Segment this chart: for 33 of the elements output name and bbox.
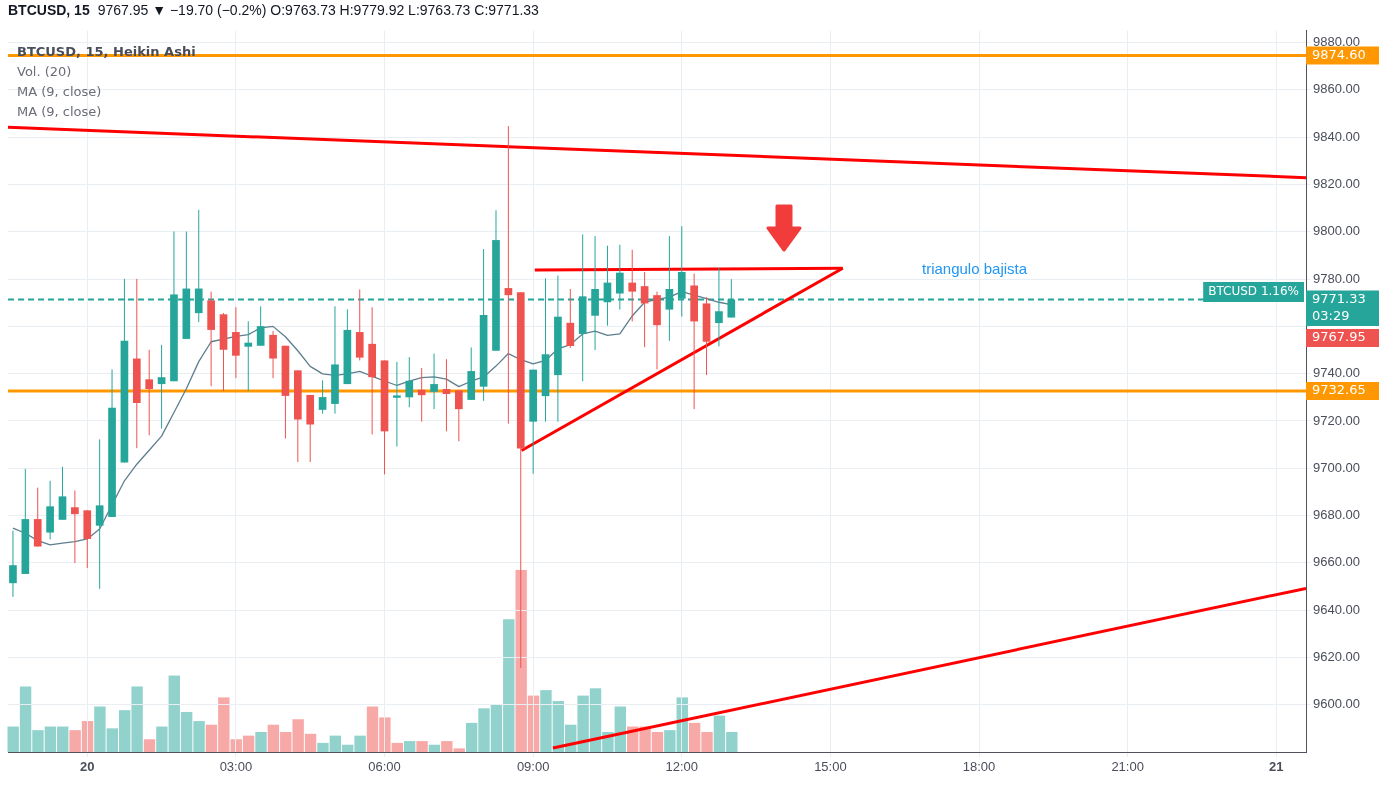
ref-line-label: 9732.65	[1312, 382, 1366, 398]
x-tick-label: 06:00	[368, 759, 401, 775]
annotation: BTCUSD 1.16%	[1208, 284, 1300, 299]
x-tick-label: 18:00	[962, 759, 996, 775]
annotation: MA (9, close)	[17, 104, 102, 120]
annotation: MA (9, close)	[17, 84, 102, 100]
y-tick-label: 9680.00	[1313, 507, 1360, 523]
text: 9767.95	[1312, 329, 1366, 345]
annotation: Vol. (20)	[17, 64, 72, 80]
ref-line-label: 9771.33	[1312, 290, 1366, 306]
chart-title: BTCUSD, 15	[8, 2, 90, 18]
x-tick-label: 09:00	[516, 759, 550, 775]
annotation: triangulo bajista	[922, 260, 1028, 278]
x-tick-label: 12:00	[665, 759, 699, 775]
y-tick-label: 9780.00	[1313, 270, 1360, 286]
x-tick-label: 21	[1269, 759, 1284, 775]
y-tick-label: 9600.00	[1313, 696, 1360, 712]
y-tick-label: 9640.00	[1313, 601, 1360, 617]
y-tick-label: 9840.00	[1313, 128, 1360, 144]
x-tick-label: 15:00	[814, 759, 847, 775]
y-tick-label: 9700.00	[1313, 459, 1360, 475]
y-tick-label: 9660.00	[1313, 554, 1360, 570]
chart-subtitle: 9767.95 ▼ −19.70 (−0.2%) O:9763.73 H:9779.92 L:9763.73 C:9771.33	[97, 2, 539, 18]
text: 03:29	[1312, 308, 1350, 324]
x-tick-label: 20	[80, 759, 95, 775]
x-tick-label: 21:00	[1111, 759, 1144, 775]
y-tick-label: 9620.00	[1313, 648, 1360, 664]
y-tick-label: 9800.00	[1313, 223, 1360, 239]
y-tick-label: 9740.00	[1313, 365, 1360, 381]
x-tick-label: 03:00	[219, 759, 253, 775]
y-tick-label: 9720.00	[1313, 412, 1360, 428]
y-tick-label: 9860.00	[1313, 81, 1360, 97]
y-tick-label: 9820.00	[1313, 176, 1360, 192]
